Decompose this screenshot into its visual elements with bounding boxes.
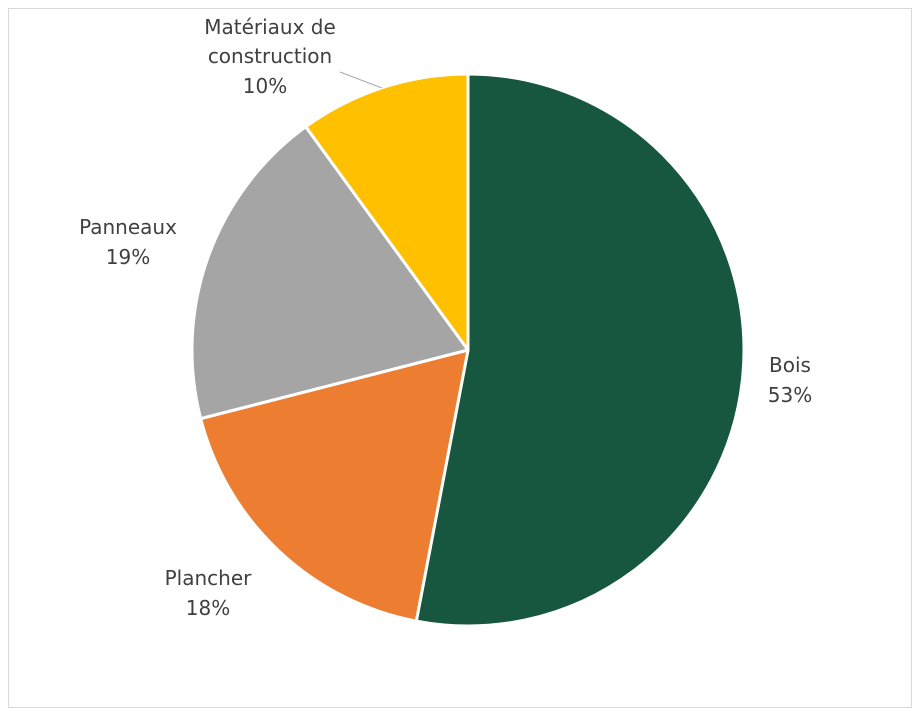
slice-percent-bois: 53% [768,383,812,407]
slice-label-panneaux: Panneaux [79,215,177,239]
slice-percent-materiaux: 10% [243,74,287,98]
pie-slices [190,72,746,628]
pie-slice-bois [414,72,746,628]
pie-slice-panneaux [190,125,470,421]
pie-chart: Bois 53% Plancher 18% Panneaux 19% Matér… [79,15,812,628]
pie-slice-plancher [199,348,470,623]
slice-label-plancher: Plancher [165,566,253,590]
slice-percent-panneaux: 19% [106,245,150,269]
pie-slice-materiaux [304,72,470,352]
leader-line-materiaux [339,71,383,89]
slice-label-materiaux-line2: construction [208,44,332,68]
slice-label-materiaux-line1: Matériaux de [204,15,336,39]
slice-percent-plancher: 18% [186,596,230,620]
slice-label-bois: Bois [769,353,811,377]
